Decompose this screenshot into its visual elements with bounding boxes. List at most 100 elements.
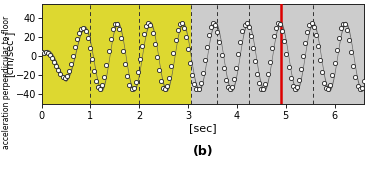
Point bbox=[355, 84, 361, 87]
Point bbox=[137, 57, 143, 60]
Point bbox=[133, 80, 139, 83]
Point bbox=[271, 35, 277, 38]
Point bbox=[252, 60, 258, 63]
Point bbox=[57, 73, 63, 76]
Point bbox=[72, 46, 78, 49]
Bar bbox=[42, 4, 191, 104]
Point bbox=[221, 67, 227, 70]
Point bbox=[173, 39, 178, 42]
Point bbox=[279, 29, 285, 32]
Point bbox=[143, 25, 149, 28]
Point bbox=[118, 37, 124, 40]
Point bbox=[181, 26, 187, 30]
Point bbox=[307, 24, 312, 27]
Point bbox=[329, 74, 335, 77]
Point bbox=[212, 23, 218, 26]
Point bbox=[231, 77, 237, 81]
Point bbox=[208, 25, 214, 28]
Point bbox=[177, 23, 183, 26]
Point bbox=[315, 45, 321, 48]
Point bbox=[361, 79, 367, 83]
Point bbox=[39, 50, 45, 54]
Point bbox=[338, 27, 344, 30]
Point bbox=[242, 23, 248, 26]
Point bbox=[81, 27, 86, 30]
Point bbox=[152, 42, 158, 45]
Point bbox=[304, 30, 310, 34]
Point bbox=[145, 22, 151, 25]
Point bbox=[229, 85, 235, 88]
Point bbox=[66, 69, 72, 73]
Point bbox=[348, 51, 354, 54]
Point bbox=[336, 36, 342, 39]
Point bbox=[313, 33, 319, 36]
Point bbox=[103, 63, 109, 66]
Point bbox=[139, 44, 145, 47]
Point bbox=[317, 58, 323, 61]
Point bbox=[265, 73, 270, 76]
Point bbox=[183, 36, 189, 39]
Point bbox=[202, 59, 208, 62]
Point bbox=[240, 29, 245, 33]
Point bbox=[237, 40, 243, 43]
Point bbox=[41, 51, 47, 54]
Point bbox=[256, 82, 262, 85]
Point bbox=[283, 52, 289, 55]
Point bbox=[200, 71, 206, 74]
Point bbox=[261, 87, 266, 90]
Point bbox=[227, 88, 233, 91]
Point bbox=[60, 75, 66, 79]
Point bbox=[91, 69, 97, 72]
Point bbox=[323, 87, 329, 90]
Point bbox=[170, 51, 176, 54]
Point bbox=[294, 86, 300, 89]
Point bbox=[321, 81, 327, 84]
Point bbox=[154, 55, 160, 58]
Point bbox=[93, 79, 99, 82]
Point bbox=[350, 64, 356, 67]
Point bbox=[112, 22, 118, 25]
Point bbox=[248, 34, 254, 37]
Text: (b): (b) bbox=[192, 145, 213, 159]
Point bbox=[97, 88, 103, 91]
Point bbox=[56, 69, 61, 72]
Point bbox=[282, 39, 287, 43]
Point bbox=[204, 45, 210, 49]
Point bbox=[51, 60, 57, 63]
Point bbox=[269, 47, 275, 50]
Point bbox=[191, 83, 197, 86]
Point bbox=[89, 58, 95, 61]
Point bbox=[162, 88, 168, 91]
Point bbox=[78, 27, 84, 30]
Point bbox=[206, 34, 212, 37]
Point bbox=[95, 86, 101, 89]
Point bbox=[334, 48, 340, 52]
Point bbox=[108, 37, 114, 40]
Point bbox=[223, 78, 229, 81]
Point bbox=[169, 64, 174, 68]
X-axis label: [sec]: [sec] bbox=[189, 123, 216, 133]
Point bbox=[175, 28, 181, 32]
Point bbox=[127, 83, 132, 87]
Point bbox=[189, 73, 195, 76]
Point bbox=[344, 28, 350, 31]
Point bbox=[47, 53, 53, 56]
Point bbox=[131, 87, 137, 90]
Point bbox=[43, 51, 49, 54]
Point bbox=[82, 30, 88, 33]
Point bbox=[102, 75, 107, 78]
Point bbox=[70, 54, 76, 57]
Point bbox=[216, 41, 222, 44]
Point bbox=[149, 31, 155, 34]
Point bbox=[64, 74, 70, 77]
Point bbox=[300, 54, 306, 57]
Y-axis label: [cm/sec²]: [cm/sec²] bbox=[4, 31, 14, 77]
Point bbox=[123, 63, 128, 66]
Point bbox=[99, 84, 105, 87]
Point bbox=[244, 22, 250, 25]
Point bbox=[225, 85, 231, 89]
Point bbox=[359, 86, 365, 89]
Point bbox=[179, 22, 185, 25]
Point bbox=[187, 61, 193, 64]
Point bbox=[166, 76, 172, 79]
